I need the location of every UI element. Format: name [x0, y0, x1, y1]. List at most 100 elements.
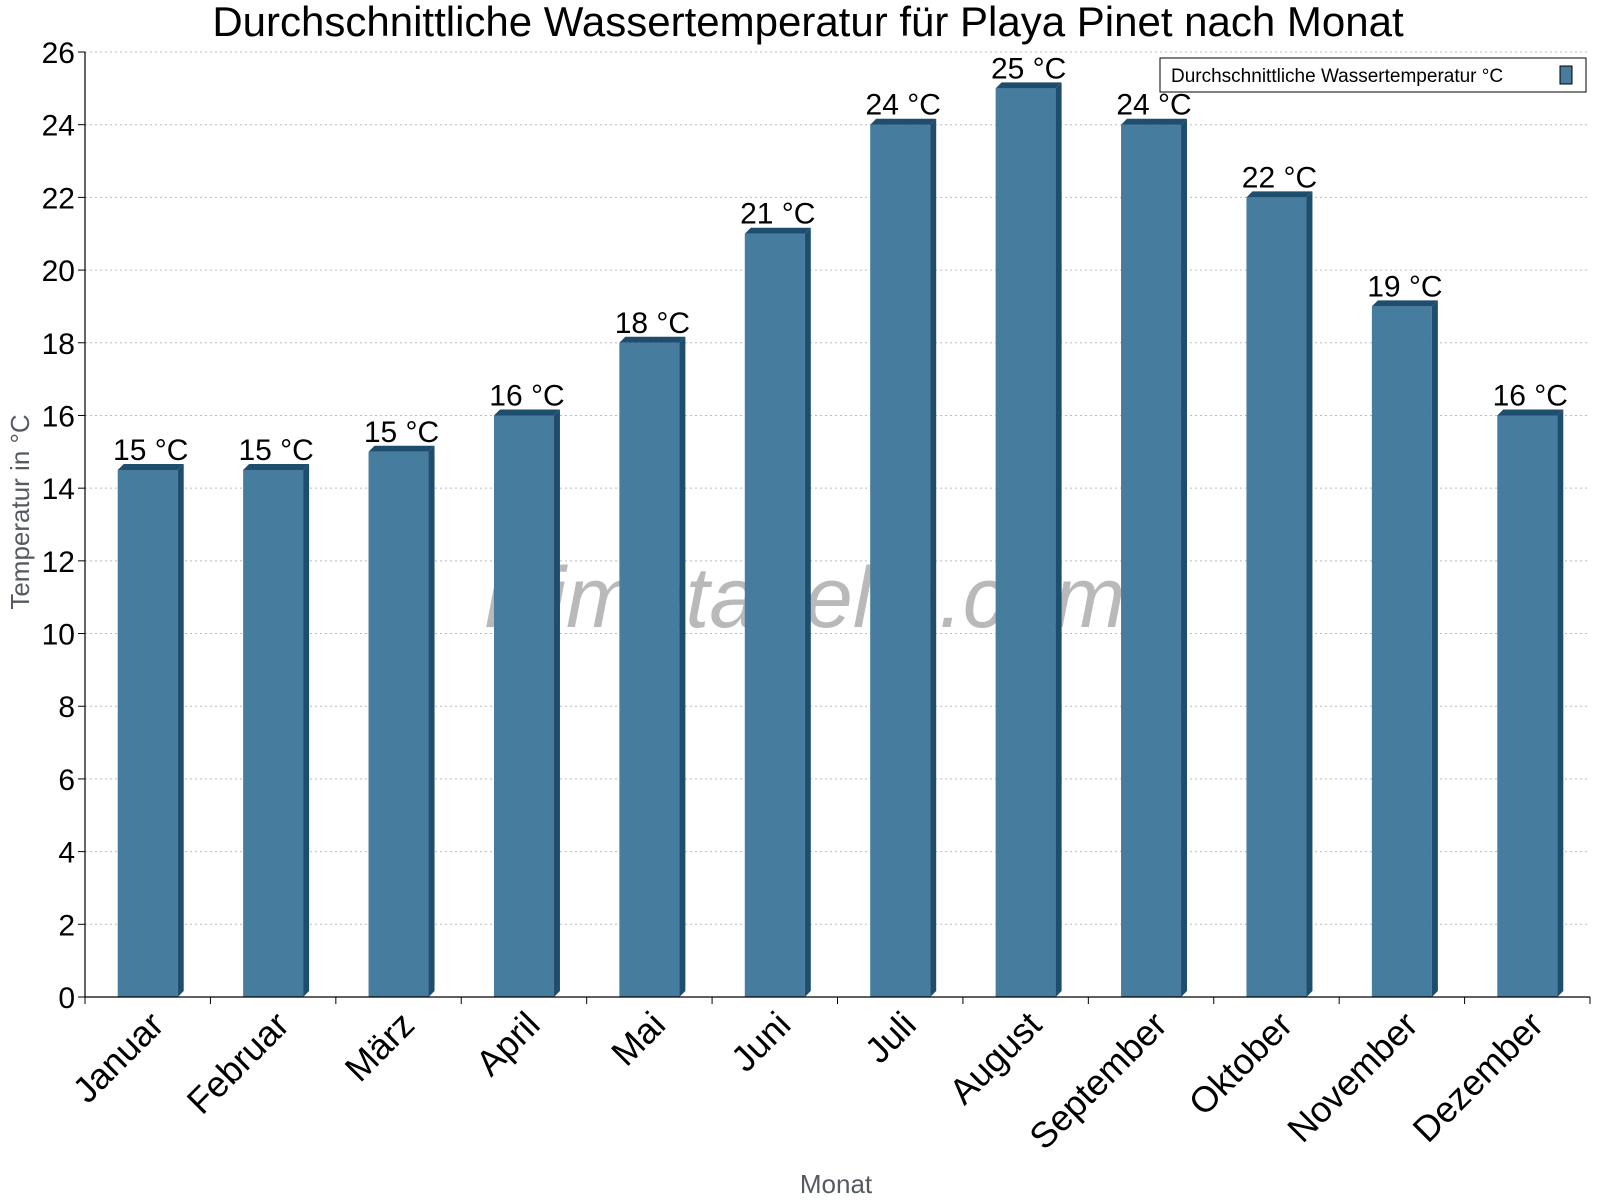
bar-face [1121, 124, 1182, 997]
axes [84, 52, 1590, 998]
x-tick-label: September [1021, 1004, 1175, 1158]
bar-face [117, 469, 178, 997]
bar-top [1371, 300, 1438, 307]
bar-side [1055, 82, 1062, 998]
y-tick-label: 18 [42, 328, 75, 361]
bar-face [368, 451, 429, 997]
bar-top [744, 227, 811, 234]
bar-6 [744, 227, 811, 997]
x-tick-label: Januar [65, 1004, 172, 1111]
y-tick-label: 26 [42, 37, 75, 70]
data-label: 24 °C [866, 89, 941, 122]
y-tick-label: 10 [42, 619, 75, 652]
x-tick-label: August [941, 1004, 1049, 1112]
bar-9 [1121, 118, 1188, 997]
bar-top [493, 409, 560, 416]
y-tick-label: 4 [58, 837, 75, 870]
bar-side [679, 336, 686, 997]
bar-side [1557, 409, 1564, 997]
bar-11 [1371, 300, 1438, 997]
data-label: 24 °C [1116, 89, 1191, 122]
bar-top [117, 463, 184, 470]
data-label: 15 °C [364, 416, 439, 449]
bar-top [870, 118, 937, 125]
bar-face [243, 469, 304, 997]
y-tick-label: 0 [58, 982, 75, 1015]
data-label: 21 °C [740, 198, 815, 231]
data-label: 15 °C [113, 434, 188, 467]
x-tick-label: Dezember [1405, 1004, 1551, 1150]
x-axis-ticks: Januar Februar März April Mai Juni Juli AugustS… [65, 997, 1591, 1158]
x-axis-label: Monat [800, 1169, 873, 1199]
bar-1 [117, 463, 184, 997]
y-tick-label: 6 [58, 764, 75, 797]
bar-side [1431, 300, 1438, 997]
x-tick-label: Juni [723, 1004, 799, 1080]
y-tick-label: 12 [42, 546, 75, 579]
bar-3 [368, 445, 435, 997]
bar-side [930, 118, 937, 997]
bar-face [744, 233, 805, 997]
bar-side [553, 409, 560, 997]
data-label: 16 °C [489, 379, 564, 412]
bar-top [1121, 118, 1188, 125]
chart-title: Durchschnittliche Wassertemperatur für P… [212, 0, 1404, 45]
bar-top [995, 82, 1062, 89]
bar-top [1246, 191, 1313, 198]
bar-top [619, 336, 686, 343]
bar-side [428, 445, 435, 997]
data-label: 15 °C [238, 434, 313, 467]
y-tick-label: 20 [42, 255, 75, 288]
bar-face [1246, 197, 1307, 997]
bar-face [1371, 306, 1432, 997]
y-tick-label: 16 [42, 400, 75, 433]
data-label: 19 °C [1367, 270, 1442, 303]
data-label: 18 °C [615, 307, 690, 340]
data-labels: 15 °C 15 °C 15 °C 16 °C 18 °C 21 °C 24 °C 25 °C… [113, 52, 1568, 467]
bar-face [619, 342, 680, 997]
bar-top [243, 463, 310, 470]
bar-face [995, 88, 1056, 998]
bars [117, 82, 1564, 998]
bar-8 [995, 82, 1062, 998]
bar-12 [1497, 409, 1564, 997]
bar-top [368, 445, 435, 452]
bar-side [177, 463, 184, 997]
data-label: 25 °C [991, 52, 1066, 85]
x-tick-label: Oktober [1181, 1004, 1301, 1124]
y-axis-label: Temperatur in °C [5, 414, 35, 609]
x-tick-label: April [468, 1004, 548, 1084]
bar-5 [619, 336, 686, 997]
x-tick-label: Februar [179, 1004, 297, 1122]
bar-top [1497, 409, 1564, 416]
bar-side [1181, 118, 1188, 997]
y-tick-label: 24 [42, 110, 75, 143]
x-tick-label: November [1279, 1004, 1425, 1150]
data-label: 22 °C [1242, 161, 1317, 194]
bar-side [1306, 191, 1313, 997]
bar-7 [870, 118, 937, 997]
bar-side [303, 463, 310, 997]
bar-2 [243, 463, 310, 997]
x-tick-label: März [337, 1004, 423, 1090]
y-tick-label: 22 [42, 182, 75, 215]
y-tick-label: 14 [42, 473, 75, 506]
x-tick-label: Juli [857, 1004, 924, 1071]
legend-box [1159, 57, 1587, 93]
x-tick-label: Mai [603, 1004, 673, 1074]
bar-10 [1246, 191, 1313, 997]
legend: Durchschnittliche Wassertemperatur °C [1159, 57, 1587, 93]
legend-series-label: Durchschnittliche Wassertemperatur °C [1171, 66, 1503, 87]
grid-lines [85, 51, 1590, 925]
bar-face [870, 124, 931, 997]
legend-swatch [1559, 65, 1573, 85]
bar-face [1497, 415, 1558, 997]
y-tick-label: 8 [58, 691, 75, 724]
bar-side [804, 227, 811, 997]
bar-face [493, 415, 554, 997]
bar-4 [493, 409, 560, 997]
y-tick-label: 2 [58, 909, 75, 942]
data-label: 16 °C [1493, 379, 1568, 412]
